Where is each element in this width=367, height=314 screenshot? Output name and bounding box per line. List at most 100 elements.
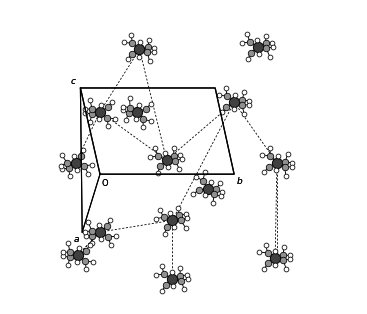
Point — [245, 57, 251, 62]
Point — [287, 253, 292, 258]
Point — [274, 160, 280, 165]
Point — [170, 218, 175, 223]
Point — [183, 212, 189, 217]
Point — [184, 215, 190, 220]
Point — [81, 164, 87, 169]
Point — [164, 158, 170, 163]
Point — [190, 192, 196, 197]
Point — [148, 101, 154, 106]
Point — [216, 93, 222, 98]
Point — [264, 46, 269, 51]
Point — [177, 166, 182, 171]
Point — [219, 110, 225, 115]
Point — [159, 289, 165, 294]
Point — [60, 254, 66, 259]
Point — [132, 116, 138, 121]
Point — [205, 186, 211, 191]
Point — [266, 164, 272, 169]
Point — [263, 41, 269, 46]
Point — [183, 225, 189, 230]
Point — [155, 170, 161, 175]
Point — [170, 284, 176, 289]
Point — [153, 272, 159, 277]
Point — [157, 207, 163, 212]
Point — [136, 102, 142, 107]
Point — [177, 265, 183, 270]
Point — [263, 33, 269, 38]
Point — [75, 167, 80, 172]
Point — [244, 32, 250, 37]
Point — [255, 45, 261, 50]
Point — [241, 111, 247, 116]
Point — [65, 241, 71, 246]
Point — [269, 41, 275, 46]
Point — [179, 156, 185, 161]
Point — [289, 160, 295, 165]
Point — [267, 55, 273, 60]
Point — [176, 213, 182, 218]
Point — [161, 231, 167, 236]
Point — [83, 233, 89, 238]
Point — [109, 99, 115, 104]
Point — [82, 107, 88, 112]
Point — [175, 205, 181, 210]
Point — [232, 93, 238, 98]
Point — [177, 273, 183, 278]
Point — [265, 261, 271, 266]
Point — [85, 219, 91, 225]
Point — [283, 173, 289, 178]
Point — [287, 257, 293, 262]
Point — [67, 250, 73, 255]
Point — [159, 264, 165, 269]
Point — [108, 242, 113, 247]
Text: a: a — [74, 235, 79, 244]
Point — [75, 260, 80, 265]
Point — [282, 159, 288, 164]
Text: c: c — [71, 77, 76, 85]
Point — [289, 165, 295, 170]
Point — [152, 50, 157, 55]
Point — [137, 47, 142, 52]
Point — [256, 250, 262, 255]
Point — [168, 211, 174, 216]
Point — [275, 154, 281, 159]
Point — [254, 37, 260, 42]
Point — [65, 262, 71, 267]
Point — [272, 248, 278, 253]
Point — [97, 222, 102, 227]
Point — [147, 154, 153, 160]
Point — [105, 105, 110, 110]
Point — [163, 282, 168, 287]
Point — [178, 153, 184, 158]
Point — [248, 50, 254, 55]
Point — [75, 252, 81, 257]
Point — [193, 174, 199, 179]
Point — [171, 153, 177, 158]
Point — [261, 170, 267, 175]
Point — [76, 245, 81, 250]
Point — [172, 158, 178, 163]
Point — [146, 59, 152, 64]
Point — [127, 96, 132, 101]
Point — [105, 123, 111, 128]
Point — [217, 180, 223, 185]
Point — [218, 194, 224, 199]
Point — [273, 168, 279, 173]
Point — [113, 234, 119, 239]
Point — [239, 97, 245, 102]
Point — [127, 105, 133, 110]
Text: O: O — [102, 179, 108, 188]
Point — [171, 225, 177, 230]
Point — [202, 170, 208, 175]
Point — [120, 108, 126, 113]
Point — [67, 173, 73, 178]
Point — [200, 178, 206, 183]
Point — [181, 287, 187, 292]
Point — [178, 218, 184, 223]
Point — [246, 102, 252, 107]
Point — [247, 40, 253, 45]
Point — [126, 110, 132, 115]
Point — [141, 116, 146, 122]
Point — [104, 224, 110, 229]
Point — [146, 37, 152, 42]
